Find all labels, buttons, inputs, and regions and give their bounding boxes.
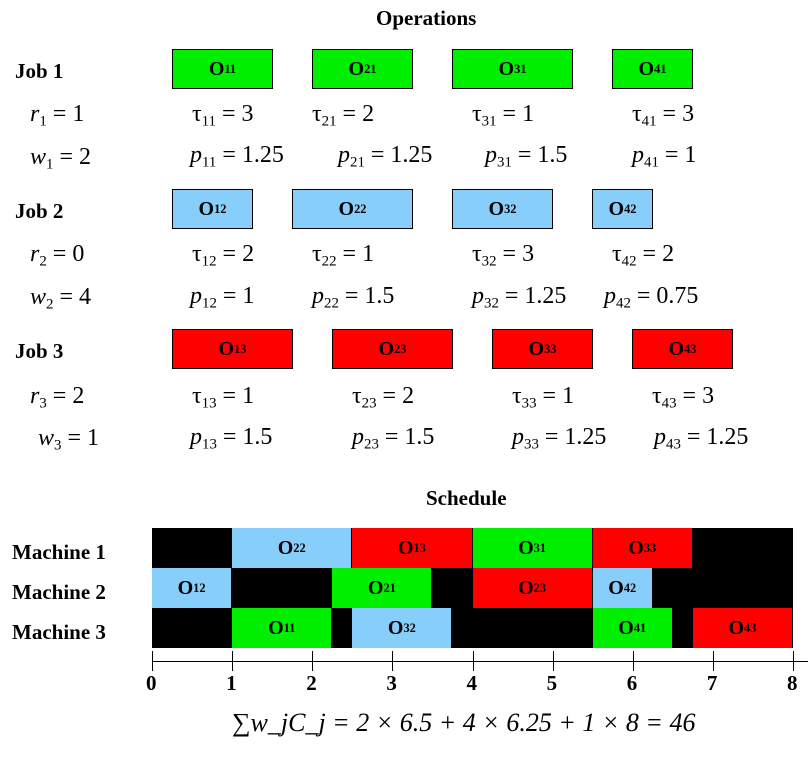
- operation-box: O 32: [452, 189, 553, 229]
- axis-tick-label: 8: [787, 671, 798, 695]
- job-label-1: Job 1: [15, 59, 64, 83]
- weight-3: w3 = 1: [38, 425, 99, 454]
- operation-box: O 11: [172, 49, 273, 89]
- tau-11: τ11 = 3: [192, 101, 254, 130]
- tau-12: τ12 = 2: [192, 241, 255, 270]
- schedule-block: O 22: [232, 528, 353, 568]
- axis-tick: [392, 651, 394, 671]
- p-22: p22 = 1.5: [312, 283, 395, 312]
- axis-line: [152, 661, 808, 662]
- p-12: p12 = 1: [190, 283, 255, 312]
- axis-tick: [152, 651, 153, 671]
- idle-block: [232, 568, 333, 608]
- p-41: p41 = 1: [632, 142, 697, 171]
- schedule-block: O 31: [472, 528, 593, 568]
- p-21: p21 = 1.25: [338, 142, 433, 171]
- tau-33: τ33 = 1: [512, 383, 575, 412]
- schedule-block: O 33: [592, 528, 693, 568]
- tau-41: τ41 = 3: [632, 101, 695, 130]
- schedule-block: O 12: [152, 568, 233, 608]
- axis-tick: [472, 651, 474, 671]
- job-label-2: Job 2: [15, 199, 64, 223]
- release-time-2: r2 = 0: [30, 241, 85, 270]
- idle-block: [152, 608, 233, 648]
- p-13: p13 = 1.5: [190, 424, 273, 453]
- axis-tick: [712, 651, 714, 671]
- operation-box: O 33: [492, 329, 593, 369]
- p-33: p33 = 1.25: [512, 424, 607, 453]
- tau-23: τ23 = 2: [352, 383, 415, 412]
- axis-tick-label: 5: [546, 671, 558, 695]
- machine-label-1: Machine 1: [12, 540, 106, 564]
- tau-42: τ42 = 2: [612, 241, 675, 270]
- idle-block: [332, 608, 353, 648]
- tau-13: τ13 = 1: [192, 383, 255, 412]
- gantt-chart: O 22 O 13 O 31 O 33 O 12 O 21 O 23 O 42 O 11 O 32 O 41 O 43: [152, 528, 793, 648]
- schedule-block: O 11: [232, 608, 333, 648]
- operation-box: O 13: [172, 329, 293, 369]
- operations-title: Operations: [376, 6, 477, 30]
- machine-label-3: Machine 3: [12, 620, 106, 644]
- schedule-block: O 21: [332, 568, 433, 608]
- p-42: p42 = 0.75: [604, 283, 699, 312]
- axis-tick-label: 1: [226, 671, 237, 695]
- axis-tick: [232, 651, 234, 671]
- tau-31: τ31 = 1: [472, 101, 535, 130]
- idle-block: [692, 528, 793, 568]
- release-time-3: r3 = 2: [30, 383, 85, 412]
- axis-tick-label: 2: [306, 671, 317, 695]
- schedule-title: Schedule: [426, 486, 507, 510]
- operation-box: O 42: [592, 189, 653, 229]
- idle-block: [672, 608, 693, 648]
- operation-box: O 12: [172, 189, 253, 229]
- axis-tick: [552, 651, 554, 671]
- tau-21: τ21 = 2: [312, 101, 375, 130]
- schedule-block: O 42: [592, 568, 653, 608]
- operation-box: O 21: [312, 49, 413, 89]
- axis-tick-label: 6: [626, 671, 638, 695]
- axis-tick-label: 4: [466, 671, 478, 695]
- p-23: p23 = 1.5: [352, 424, 435, 453]
- axis-tick-label: 7: [706, 671, 718, 695]
- schedule-block: O 32: [352, 608, 453, 648]
- tau-22: τ22 = 1: [312, 241, 375, 270]
- operation-box: O 31: [452, 49, 573, 89]
- job-label-3: Job 3: [15, 339, 64, 363]
- operation-box: O 22: [292, 189, 413, 229]
- axis-tick: [632, 651, 634, 671]
- weight-2: w2 = 4: [30, 284, 91, 313]
- idle-block: [152, 528, 233, 568]
- axis-tick-label: 0: [146, 671, 157, 695]
- p-43: p43 = 1.25: [654, 424, 749, 453]
- release-time-1: r1 = 1: [30, 101, 85, 130]
- operation-box: O 41: [612, 49, 693, 89]
- schedule-block: O 41: [592, 608, 673, 648]
- idle-block: [432, 568, 473, 608]
- tau-32: τ32 = 3: [472, 241, 535, 270]
- schedule-block: O 23: [472, 568, 593, 608]
- machine-label-2: Machine 2: [12, 580, 106, 604]
- operation-box: O 23: [332, 329, 453, 369]
- axis-tick: [793, 651, 794, 671]
- tau-43: τ43 = 3: [652, 383, 715, 412]
- p-11: p11 = 1.25: [190, 142, 284, 171]
- p-32: p32 = 1.25: [472, 283, 567, 312]
- idle-block: [652, 568, 793, 608]
- schedule-block: O 13: [352, 528, 473, 568]
- idle-block: [452, 608, 593, 648]
- operation-box: O 43: [632, 329, 733, 369]
- p-31: p31 = 1.5: [485, 142, 568, 171]
- schedule-block: O 43: [692, 608, 793, 648]
- objective-formula: ∑w_jC_j = 2 × 6.5 + 4 × 6.25 + 1 × 8 = 4…: [232, 708, 696, 737]
- weight-1: w1 = 2: [30, 144, 91, 173]
- axis-tick: [312, 651, 314, 671]
- axis-tick-label: 3: [386, 671, 397, 695]
